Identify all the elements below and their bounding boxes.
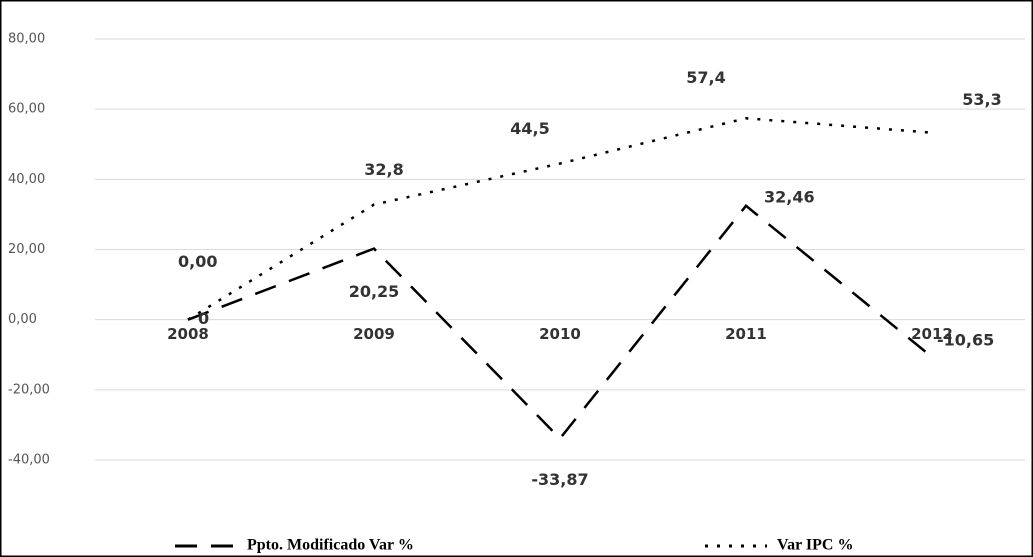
legend-label: Ppto. Modificado Var %: [247, 537, 414, 554]
x-tick-label: 2009: [353, 325, 395, 343]
y-tick-label: 20,00: [8, 242, 45, 257]
y-tick-label: -40,00: [8, 453, 50, 468]
value-label: 44,5: [510, 119, 549, 138]
x-tick-label: 2011: [725, 325, 767, 343]
value-label: 57,4: [686, 68, 725, 87]
value-label: 0,00: [178, 252, 217, 271]
y-tick-label: 0,00: [8, 312, 37, 327]
y-tick-label: 80,00: [8, 32, 45, 47]
legend-label: Var IPC %: [777, 537, 853, 554]
value-label: 32,8: [364, 160, 403, 179]
value-label: 32,46: [764, 187, 815, 206]
x-tick-label: 2008: [167, 325, 209, 343]
value-label: 53,3: [962, 90, 1001, 109]
value-label: -33,87: [531, 470, 588, 489]
value-label: -10,65: [937, 331, 994, 350]
x-tick-label: 2012: [911, 325, 953, 343]
value-label: 20,25: [349, 282, 400, 301]
y-tick-label: 60,00: [8, 102, 45, 117]
y-tick-label: 40,00: [8, 172, 45, 187]
y-tick-label: -20,00: [8, 382, 50, 397]
value-label: 0: [198, 309, 209, 328]
series-line: [187, 204, 933, 441]
series-line: [187, 117, 933, 321]
x-tick-label: 2010: [539, 325, 581, 343]
